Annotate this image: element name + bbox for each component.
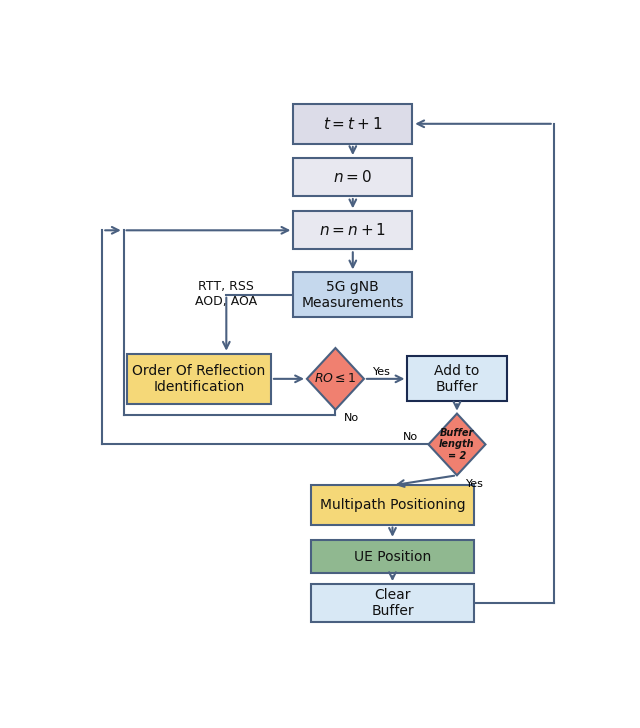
Polygon shape xyxy=(307,348,364,410)
Text: Add to
Buffer: Add to Buffer xyxy=(435,364,479,394)
Text: No: No xyxy=(403,432,417,442)
Text: Clear
Buffer: Clear Buffer xyxy=(371,588,414,618)
FancyBboxPatch shape xyxy=(293,103,412,144)
Text: Yes: Yes xyxy=(373,367,391,376)
FancyBboxPatch shape xyxy=(293,211,412,250)
Text: $RO \leq 1$: $RO \leq 1$ xyxy=(314,372,356,385)
Text: Buffer
length
= 2: Buffer length = 2 xyxy=(439,428,475,461)
Text: Yes: Yes xyxy=(466,479,484,489)
FancyBboxPatch shape xyxy=(408,357,507,401)
FancyBboxPatch shape xyxy=(310,539,474,574)
Text: No: No xyxy=(344,413,360,423)
Text: UE Position: UE Position xyxy=(354,550,431,563)
FancyBboxPatch shape xyxy=(310,486,474,525)
FancyBboxPatch shape xyxy=(127,354,271,404)
Polygon shape xyxy=(428,414,486,475)
Text: 5G gNB
Measurements: 5G gNB Measurements xyxy=(301,280,404,310)
Text: RTT, RSS
AOD, AOA: RTT, RSS AOD, AOA xyxy=(195,280,257,308)
FancyBboxPatch shape xyxy=(293,158,412,196)
FancyBboxPatch shape xyxy=(310,584,474,622)
FancyBboxPatch shape xyxy=(293,272,412,317)
Text: Multipath Positioning: Multipath Positioning xyxy=(319,498,465,512)
Text: Order Of Reflection
Identification: Order Of Reflection Identification xyxy=(132,364,266,394)
Text: $t = t + 1$: $t = t + 1$ xyxy=(323,116,383,132)
Text: $n = n + 1$: $n = n + 1$ xyxy=(319,222,387,238)
Text: $n = 0$: $n = 0$ xyxy=(333,169,372,185)
